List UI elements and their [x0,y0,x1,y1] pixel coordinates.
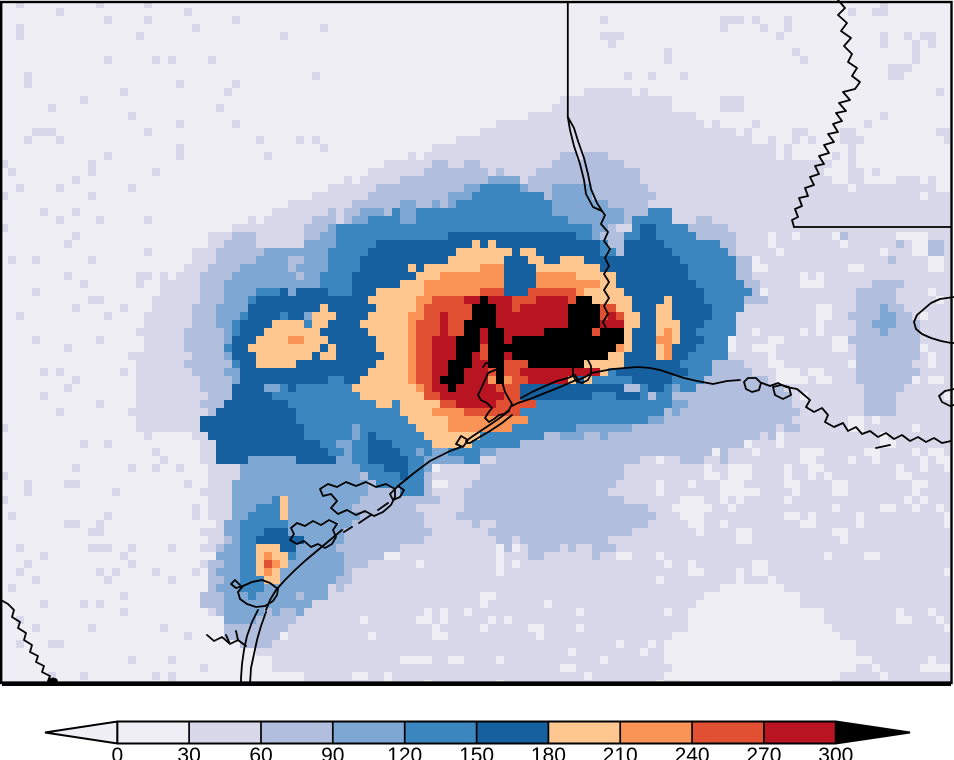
svg-text:180: 180 [531,744,566,760]
svg-text:90: 90 [321,744,344,760]
svg-text:30: 30 [177,744,200,760]
svg-text:150: 150 [459,744,494,760]
svg-text:300: 300 [818,744,853,760]
svg-text:240: 240 [675,744,710,760]
svg-text:270: 270 [746,744,781,760]
svg-text:120: 120 [387,744,422,760]
svg-text:210: 210 [603,744,638,760]
svg-text:60: 60 [249,744,272,760]
svg-text:0: 0 [111,744,123,760]
